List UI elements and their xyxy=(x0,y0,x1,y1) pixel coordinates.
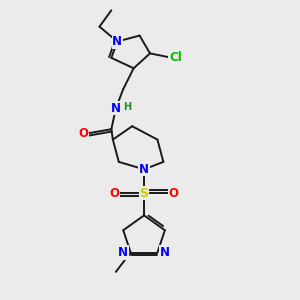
Text: H: H xyxy=(123,102,131,112)
Text: O: O xyxy=(109,187,119,200)
Text: O: O xyxy=(169,187,179,200)
Text: N: N xyxy=(112,35,122,48)
Text: Cl: Cl xyxy=(169,51,182,64)
Text: N: N xyxy=(139,163,149,176)
Text: N: N xyxy=(111,102,121,115)
Text: O: O xyxy=(79,127,89,140)
Text: N: N xyxy=(118,246,128,259)
Text: N: N xyxy=(160,246,170,259)
Text: S: S xyxy=(140,187,148,200)
